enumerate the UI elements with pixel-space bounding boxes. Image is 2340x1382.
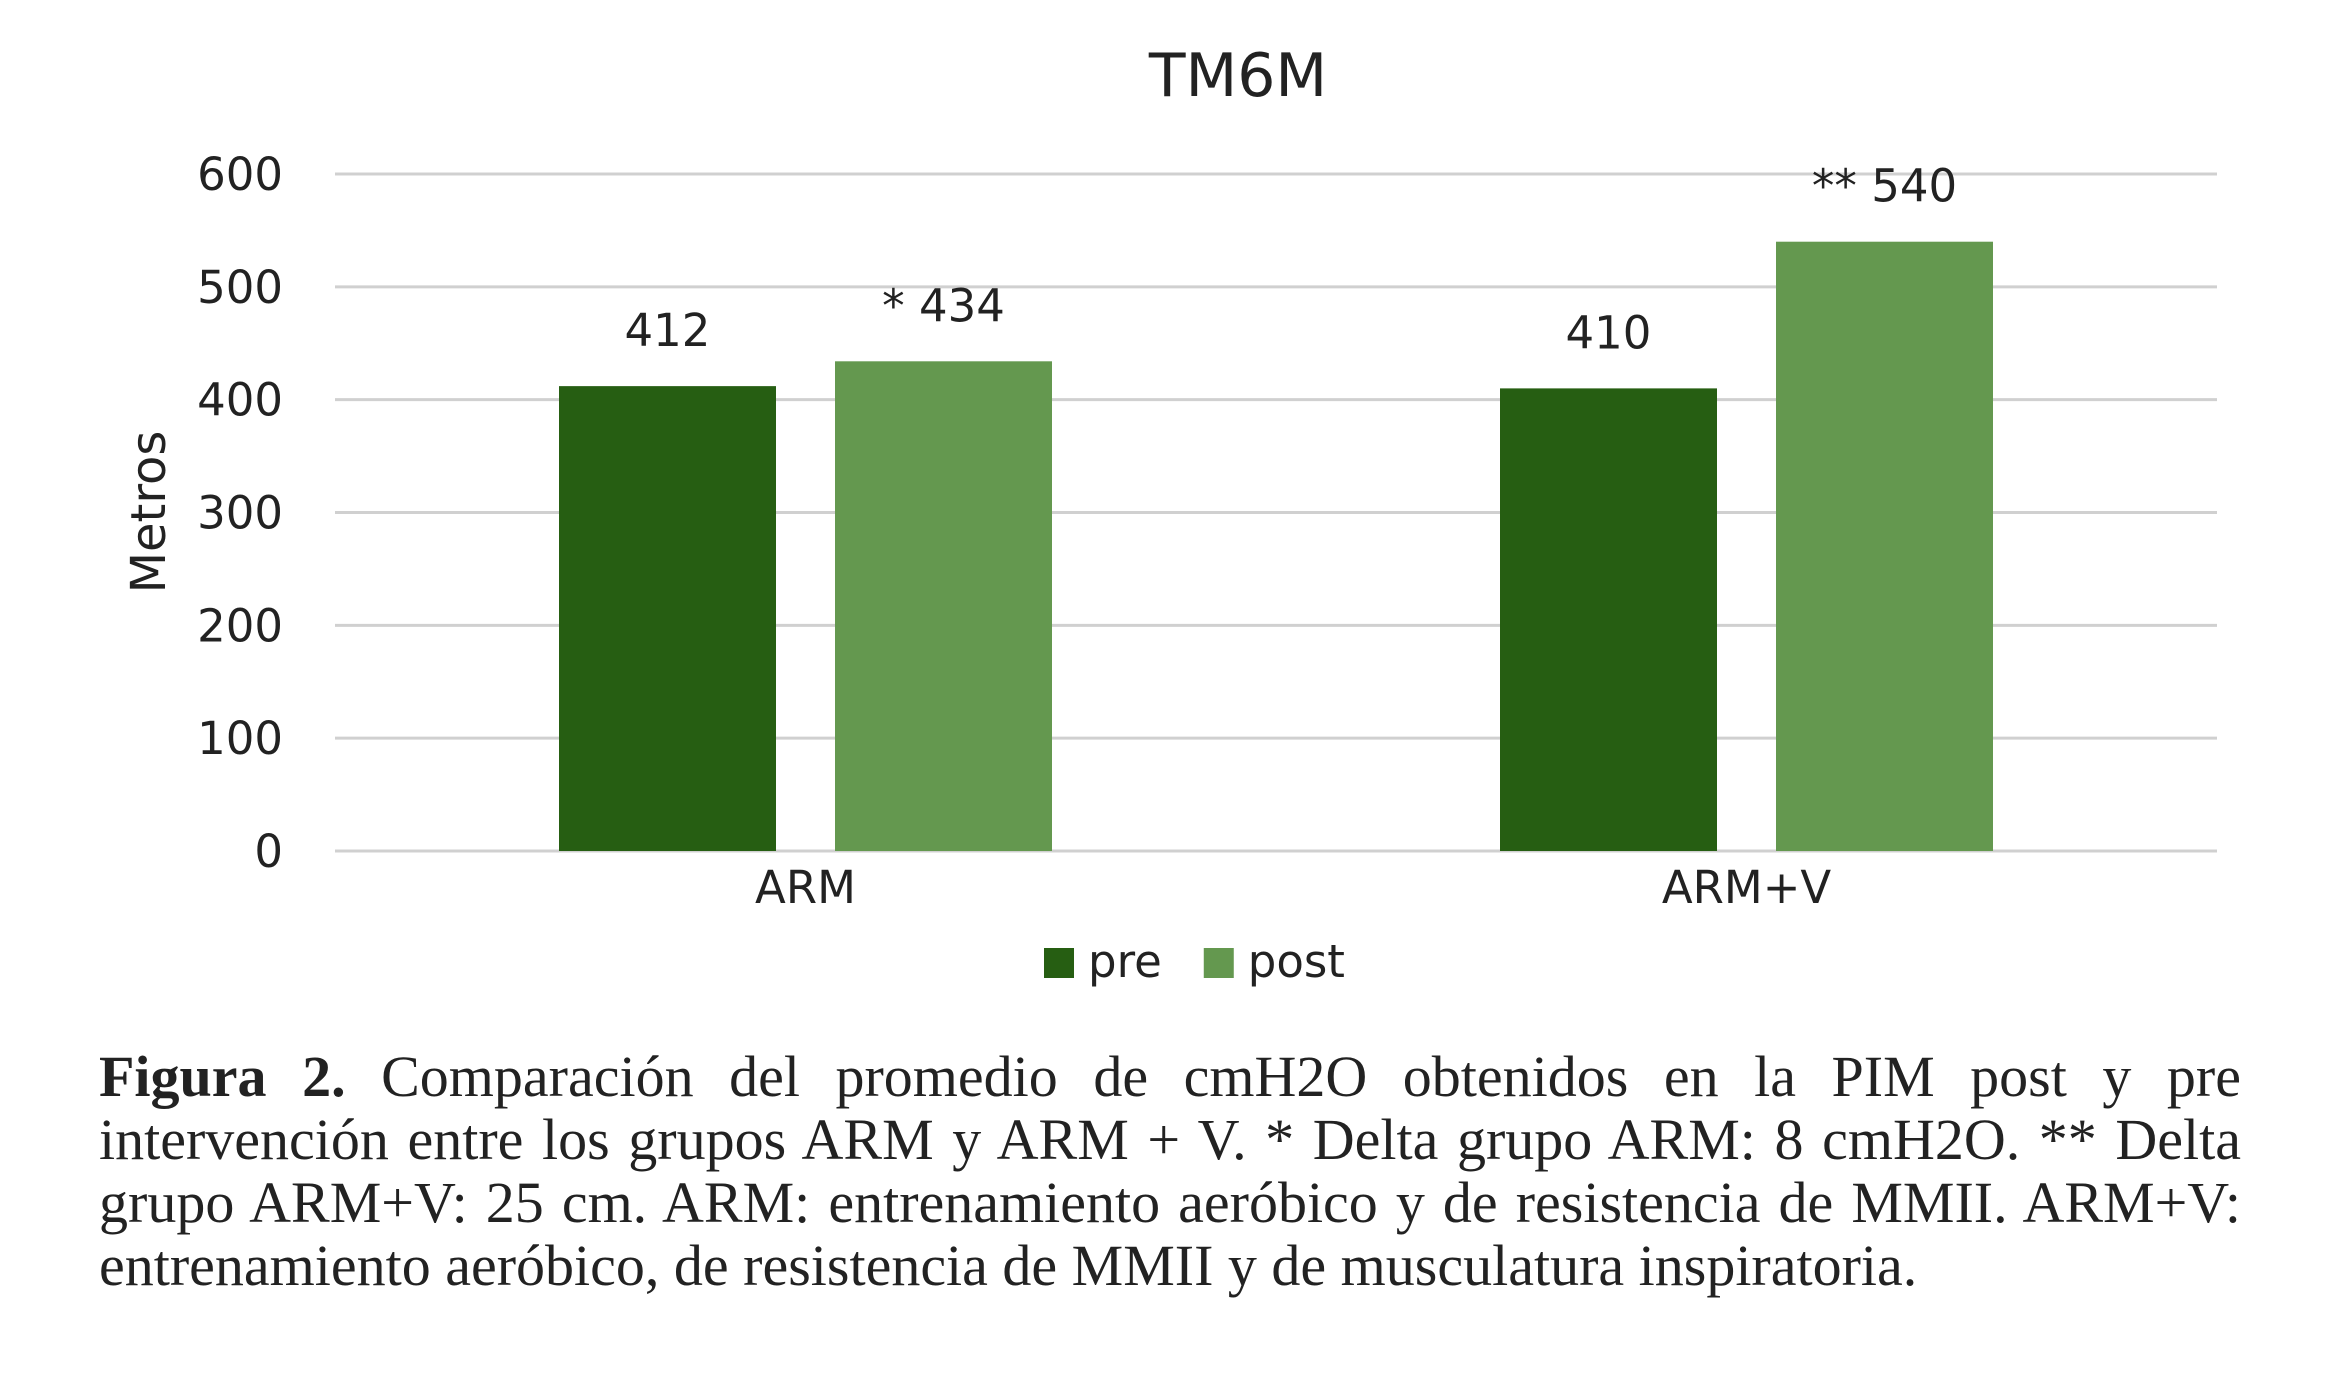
y-tick-label: 200 (197, 599, 283, 652)
y-tick-label: 400 (197, 374, 283, 427)
bar-pre (1500, 388, 1717, 851)
y-tick-label: 300 (197, 487, 283, 540)
data-label: * 434 (882, 279, 1005, 332)
y-tick-label: 600 (197, 148, 283, 201)
bar-post (1776, 241, 1993, 851)
y-axis-label: Metros (121, 431, 177, 594)
legend-label-post: post (1248, 935, 1345, 988)
bar-pre (559, 386, 776, 851)
y-tick-label: 0 (254, 825, 283, 878)
legend-label-pre: pre (1088, 935, 1162, 988)
x-tick-label: ARM (755, 861, 856, 914)
data-label: ** 540 (1812, 160, 1957, 213)
caption-label: Figura 2. (99, 1044, 346, 1109)
data-label: 410 (1566, 306, 1652, 359)
y-tick-label: 500 (197, 261, 283, 314)
caption-text: Comparación del promedio de cmH2O obteni… (99, 1044, 2241, 1298)
legend-swatch-post (1203, 948, 1234, 978)
y-tick-label: 100 (197, 712, 283, 765)
x-tick-label: ARM+V (1662, 861, 1832, 914)
chart-title: TM6M (1148, 41, 1327, 111)
data-label: 412 (625, 304, 711, 357)
bar-post (835, 361, 1052, 851)
legend-swatch-pre (1044, 948, 1074, 978)
figure-caption: Figura 2. Comparación del promedio de cm… (99, 1045, 2241, 1297)
